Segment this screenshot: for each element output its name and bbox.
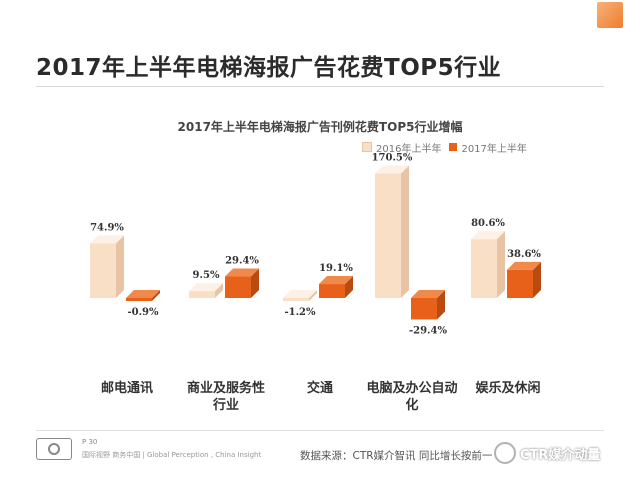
bar-2017-4 xyxy=(507,261,541,298)
bar-top xyxy=(319,276,353,285)
footer: P 30 国际视野 商务中国 | Global Perception , Chi… xyxy=(0,430,640,480)
bar-top xyxy=(375,165,409,174)
bar-side xyxy=(497,231,505,298)
bar-side xyxy=(437,290,445,320)
bar-front xyxy=(189,291,215,298)
legend-label-2017: 2017年上半年 xyxy=(461,143,527,155)
data-label-2017-0: -0.9% xyxy=(127,307,159,318)
bar-2017-1 xyxy=(225,268,259,298)
bar-side xyxy=(309,290,317,301)
bar-2017-0 xyxy=(126,290,160,301)
bar-2016-3 xyxy=(375,165,409,298)
company-logo-icon xyxy=(36,438,72,460)
data-label-2017-3: -29.4% xyxy=(409,325,448,336)
bar-2016-1 xyxy=(189,283,223,298)
bar-front xyxy=(507,269,533,298)
brand-logo-icon xyxy=(597,2,623,28)
data-label-2016-3: 170.5% xyxy=(372,153,413,164)
data-label-2016-1: 9.5% xyxy=(193,270,220,281)
bar-front xyxy=(126,298,152,301)
data-label-2017-2: 19.1% xyxy=(319,263,353,274)
bar-2016-0 xyxy=(90,235,124,298)
category-label-0: 邮电通讯 xyxy=(100,381,153,396)
data-label-2017-1: 29.4% xyxy=(225,256,259,267)
legend-item-2016: 2016年上半年 xyxy=(362,140,441,155)
chart-title: 2017年上半年电梯海报广告刊例花费TOP5行业增幅 xyxy=(177,120,463,134)
legend-item-2017: 2017年上半年 xyxy=(449,140,527,155)
bar-side xyxy=(345,276,353,298)
bar-2017-2 xyxy=(319,276,353,298)
bar-top xyxy=(283,290,317,298)
bar-front xyxy=(225,276,251,298)
watermark-text: CTR媒介动量 xyxy=(520,447,601,463)
category-label-3: 电脑及办公自动化 xyxy=(366,381,458,413)
top-band xyxy=(0,0,640,26)
bar-front xyxy=(319,284,345,298)
category-label-4: 娱乐及休闲 xyxy=(475,381,541,396)
page-number: P 30 xyxy=(82,438,98,446)
bar-front xyxy=(411,298,437,320)
bar-top xyxy=(507,261,541,270)
data-label-2017-4: 38.6% xyxy=(507,249,541,260)
bar-2016-4 xyxy=(471,231,505,298)
bar-top xyxy=(225,268,259,277)
data-label-2016-0: 74.9% xyxy=(90,222,124,233)
bar-top xyxy=(471,231,505,240)
header-divider xyxy=(36,86,604,87)
legend-label-2016: 2016年上半年 xyxy=(376,143,442,155)
bar-top xyxy=(189,283,223,292)
bar-front xyxy=(375,173,401,298)
watermark: CTR媒介动量 xyxy=(494,440,600,466)
bar-front xyxy=(90,243,116,298)
data-label-2016-2: -1.2% xyxy=(284,307,316,318)
footer-divider xyxy=(36,430,604,431)
wechat-icon xyxy=(494,442,516,464)
footer-tagline: 国际视野 商务中国 | Global Perception , China In… xyxy=(82,451,262,459)
bar-side xyxy=(116,235,124,298)
bar-2016-2 xyxy=(283,290,317,301)
legend-swatch-2017 xyxy=(449,143,458,151)
bar-side xyxy=(251,268,259,298)
bar-top xyxy=(126,290,160,298)
page-title: 2017年上半年电梯海报广告花费TOP5行业 xyxy=(36,55,502,81)
bar-side xyxy=(533,261,541,298)
bar-side xyxy=(401,165,409,298)
category-label-1: 商业及服务性 行业 xyxy=(186,381,265,413)
bar-front xyxy=(283,298,309,301)
category-label-2: 交通 xyxy=(306,381,333,396)
bar-top xyxy=(90,235,124,244)
legend-swatch-2016 xyxy=(362,142,372,152)
chart-legend: 2016年上半年 2017年上半年 xyxy=(362,140,527,155)
data-source: 数据来源：CTR媒介智讯 同比增长按前一 xyxy=(300,450,493,462)
bar-2017-3 xyxy=(411,290,445,320)
bar-side xyxy=(152,290,160,301)
data-label-2016-4: 80.6% xyxy=(471,218,505,229)
bar-side xyxy=(215,283,223,298)
bar-front xyxy=(471,239,497,298)
bar-top xyxy=(411,290,445,298)
